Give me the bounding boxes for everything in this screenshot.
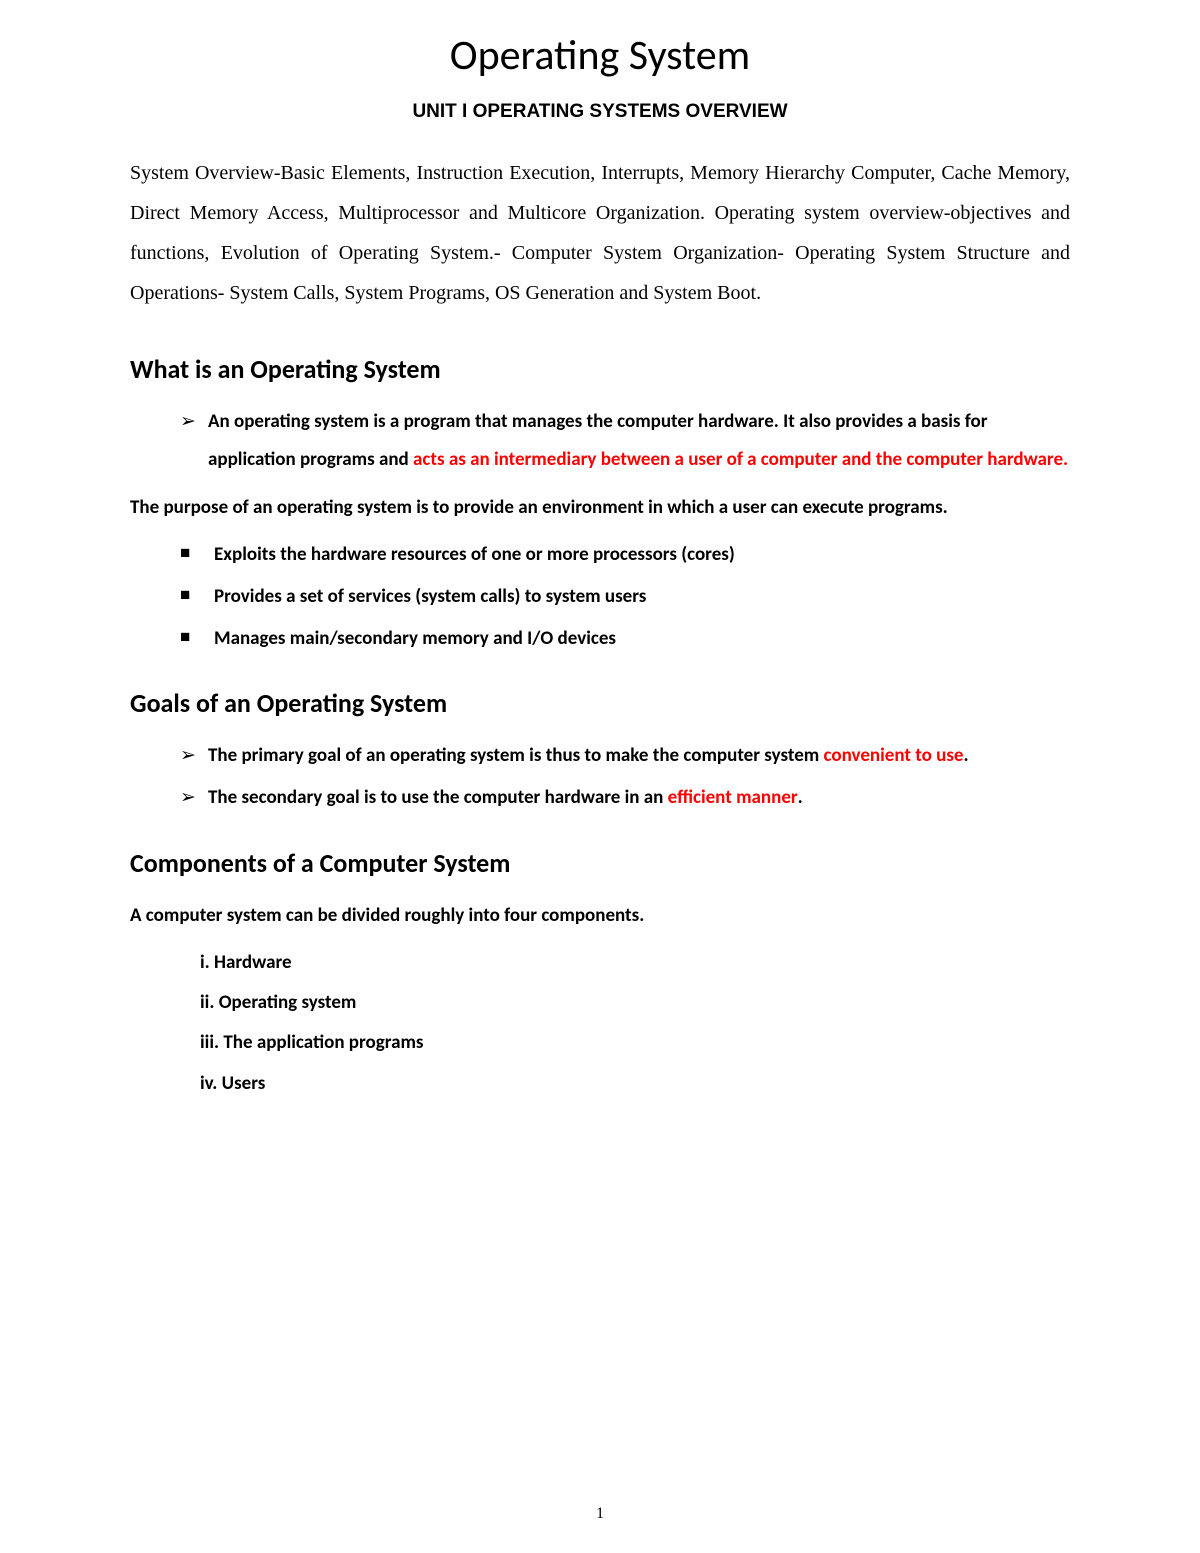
list-item: i. Hardware — [200, 945, 1070, 981]
intro-paragraph: System Overview-Basic Elements, Instruct… — [130, 153, 1070, 313]
bullet-text: . — [798, 786, 803, 809]
list-item: iii. The application programs — [200, 1025, 1070, 1061]
list-item: iv. Users — [200, 1066, 1070, 1102]
document-page: Operating System UNIT I OPERATING SYSTEM… — [0, 0, 1200, 1553]
unit-title: UNIT I OPERATING SYSTEMS OVERVIEW — [130, 101, 1070, 123]
list-item: Manages main/secondary memory and I/O de… — [180, 621, 1070, 657]
list-item: The primary goal of an operating system … — [180, 737, 1070, 775]
bullet-text: . — [963, 744, 968, 767]
components-intro: A computer system can be divided roughly… — [130, 897, 1070, 935]
bullet-text: The secondary goal is to use the compute… — [208, 786, 668, 809]
highlight-text: convenient to use — [824, 744, 964, 767]
list-item: Exploits the hardware resources of one o… — [180, 537, 1070, 573]
heading-what-is: What is an Operating System — [130, 353, 1070, 385]
list-item: The secondary goal is to use the compute… — [180, 779, 1070, 817]
square-list: Exploits the hardware resources of one o… — [130, 537, 1070, 657]
list-item: Provides a set of services (system calls… — [180, 579, 1070, 615]
highlight-text: acts as an intermediary between a user o… — [413, 448, 1068, 471]
list-item: An operating system is a program that ma… — [180, 403, 1070, 479]
list-item: ii. Operating system — [200, 985, 1070, 1021]
heading-components: Components of a Computer System — [130, 847, 1070, 879]
heading-goals: Goals of an Operating System — [130, 687, 1070, 719]
page-number: 1 — [0, 1505, 1200, 1523]
purpose-paragraph: The purpose of an operating system is to… — [130, 489, 1070, 527]
what-is-list: An operating system is a program that ma… — [130, 403, 1070, 479]
goals-list: The primary goal of an operating system … — [130, 737, 1070, 817]
highlight-text: efficient manner — [668, 786, 798, 809]
roman-list: i. Hardware ii. Operating system iii. Th… — [130, 945, 1070, 1101]
bullet-text: The primary goal of an operating system … — [208, 744, 824, 767]
main-title: Operating System — [130, 30, 1070, 81]
